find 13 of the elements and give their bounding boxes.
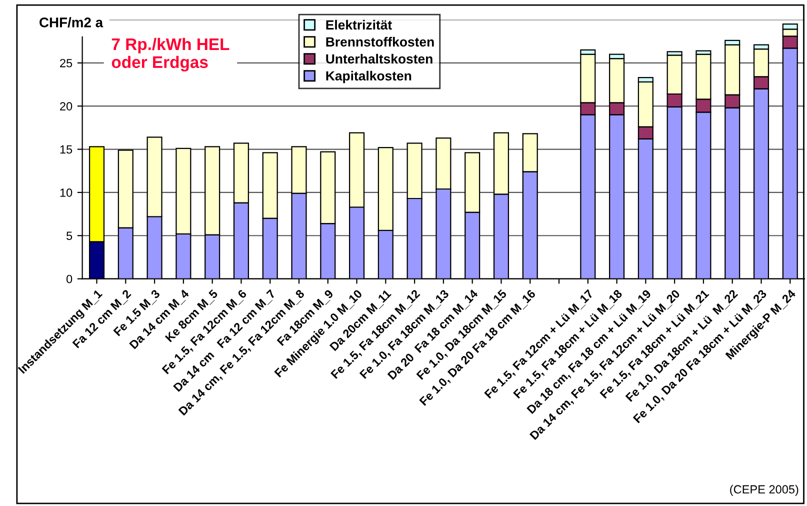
y-tick-label: 25 bbox=[60, 58, 72, 68]
text: (CEPE 2005) bbox=[730, 484, 798, 496]
y-tick-label: 5 bbox=[66, 232, 72, 240]
y-tick-label: 15 bbox=[60, 145, 72, 154]
legend-label: Brennstoffkosten bbox=[326, 36, 434, 47]
annotation: 7 Rp./kWh HEL oder Erdgas bbox=[112, 38, 230, 72]
y-tick-label: 20 bbox=[60, 102, 72, 110]
y-axis-title: CHF/m2 a bbox=[40, 17, 104, 28]
legend-label: Unterhaltskosten bbox=[326, 54, 432, 64]
legend-label: Kapitalkosten bbox=[326, 70, 412, 84]
y-tick-label: 10 bbox=[60, 188, 72, 197]
y-tick-label: 0 bbox=[66, 274, 72, 284]
legend-label: Elektrizität bbox=[326, 20, 392, 30]
